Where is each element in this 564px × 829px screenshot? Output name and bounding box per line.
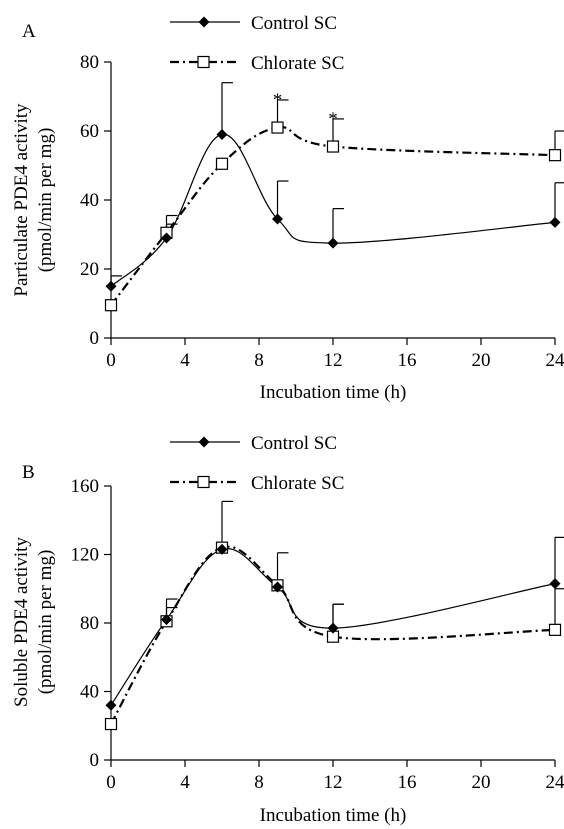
chlorate-point (548, 149, 562, 162)
panel-a-xlabel: Incubation time (h) (260, 382, 407, 403)
chlorate-point (104, 717, 118, 731)
y-tick-label: 0 (90, 750, 100, 771)
control-point (161, 614, 172, 626)
control-point (272, 213, 283, 225)
x-tick-label: 0 (106, 350, 116, 371)
panel-b: B Control SC Chlorate SC 0 40 80 120 160 0 4 8… (11, 433, 564, 826)
panel-b-legend: Control SC Chlorate SC (170, 433, 344, 494)
y-tick-label: 60 (80, 121, 99, 142)
control-point (216, 128, 228, 140)
panel-b-xlabel: Incubation time (h) (260, 805, 407, 826)
significance-asterisk: * (328, 109, 338, 130)
control-point (161, 232, 172, 244)
x-tick-label: 16 (398, 350, 417, 371)
control-point (327, 622, 339, 634)
chlorate-point (104, 299, 118, 312)
legend-chlorate-marker (197, 475, 210, 489)
x-tick-label: 12 (324, 350, 343, 371)
panel-b-ylabel-line1: Soluble PDE4 activity (11, 537, 32, 707)
chlorate-point (326, 140, 340, 153)
panel-a-markers (104, 121, 562, 312)
legend-control-marker (198, 16, 210, 28)
y-tick-label: 20 (80, 259, 99, 280)
chlorate-point (271, 121, 284, 134)
panel-a: A Control SC Chlorate SC 0 20 40 60 80 0 4 8 12… (11, 13, 564, 403)
x-tick-label: 24 (546, 350, 564, 371)
control-point (272, 581, 283, 593)
panel-b-label: B (22, 462, 35, 483)
x-tick-label: 4 (180, 772, 190, 793)
control-point (216, 543, 228, 555)
control-point (327, 237, 339, 249)
panel-b-y-ticks: 0 40 80 120 160 (71, 476, 111, 771)
control-point (549, 578, 561, 590)
significance-asterisk: * (273, 90, 283, 111)
x-tick-label: 20 (472, 350, 491, 371)
legend-control-marker (198, 436, 210, 448)
panel-a-x-ticks: 0 4 8 12 16 20 24 (106, 338, 564, 371)
legend-control-label: Control SC (251, 13, 337, 34)
y-tick-label: 80 (80, 52, 99, 73)
x-tick-label: 20 (472, 772, 491, 793)
y-tick-label: 160 (71, 476, 100, 497)
x-tick-label: 16 (398, 772, 417, 793)
legend-control-label: Control SC (251, 433, 337, 454)
panel-a-y-ticks: 0 20 40 60 80 (80, 52, 111, 349)
x-tick-label: 12 (324, 772, 343, 793)
y-tick-label: 120 (71, 545, 100, 566)
panel-a-ylabel-line2: (pmol/min per mg) (35, 128, 56, 273)
control-point (105, 699, 117, 711)
panel-a-chlorate-line (110, 126, 556, 306)
panel-a-annotations: ** (273, 90, 338, 130)
x-tick-label: 24 (546, 772, 564, 793)
panel-b-ylabel-line2: (pmol/min per mg) (35, 550, 56, 695)
legend-chlorate-label: Chlorate SC (251, 53, 344, 74)
y-tick-label: 40 (80, 190, 99, 211)
legend-chlorate-label: Chlorate SC (251, 473, 344, 494)
control-point (549, 216, 561, 228)
x-tick-label: 4 (180, 350, 190, 371)
x-tick-label: 8 (254, 350, 264, 371)
panel-a-ylabel-line1: Particulate PDE4 activity (11, 103, 32, 297)
panel-b-chlorate-line (110, 545, 556, 725)
panel-b-error-bars (165, 500, 564, 637)
y-tick-label: 40 (80, 682, 99, 703)
panel-b-markers (104, 541, 562, 731)
y-tick-label: 0 (90, 328, 100, 349)
panel-b-x-ticks: 0 4 8 12 16 20 24 (106, 760, 564, 793)
legend-chlorate-marker (197, 55, 210, 69)
chlorate-point (548, 623, 562, 636)
panel-a-label: A (22, 21, 36, 42)
x-tick-label: 8 (254, 772, 264, 793)
panel-a-legend: Control SC Chlorate SC (170, 13, 344, 74)
x-tick-label: 0 (106, 772, 116, 793)
y-tick-label: 80 (80, 613, 99, 634)
control-point (105, 280, 117, 292)
chlorate-point (215, 157, 229, 170)
